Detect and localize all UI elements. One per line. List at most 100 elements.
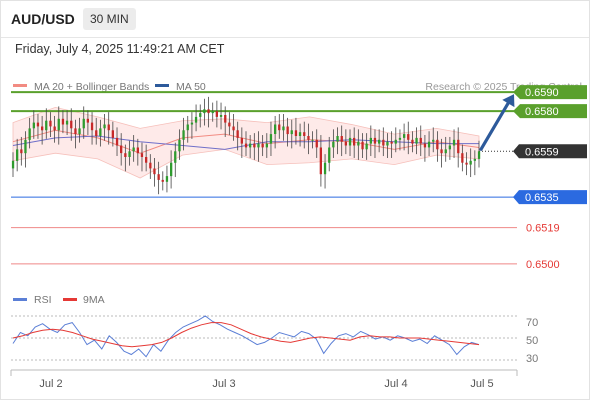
candle-body — [398, 137, 402, 140]
time-axis: Jul 2 Jul 3 Jul 4 Jul 5 — [10, 369, 518, 390]
rsi-line — [12, 315, 480, 358]
candle-body — [107, 124, 110, 131]
candle-body — [457, 139, 460, 154]
candle-body — [82, 118, 85, 129]
time-tick-label: Jul 2 — [39, 378, 62, 390]
candle-body — [49, 120, 52, 127]
candle-body — [165, 176, 169, 182]
candle-body — [157, 174, 160, 180]
candle-body — [444, 149, 447, 154]
time-tick-label: Jul 5 — [470, 378, 493, 390]
price-tag: 0.6590 — [513, 85, 587, 100]
candle-body — [86, 118, 89, 123]
candle-body — [294, 130, 298, 136]
price-tag-label: 0.6580 — [525, 106, 559, 118]
candle-body — [103, 124, 106, 129]
candle-body — [41, 126, 44, 131]
candle-body — [382, 139, 385, 146]
price-chart[interactable]: MA 20 + Bollinger Bands MA 50 Research ©… — [1, 37, 589, 401]
candle-body — [265, 143, 268, 148]
candle-body — [465, 162, 468, 165]
candle-body — [45, 120, 48, 131]
candle-body — [153, 168, 156, 175]
projection-arrow-line — [479, 98, 512, 151]
price-tag-label: 0.6500 — [526, 259, 560, 271]
symbol-label[interactable]: AUD/USD — [11, 11, 75, 27]
price-tag: 0.6580 — [513, 104, 587, 119]
candle-body — [261, 143, 264, 148]
candle-body — [278, 124, 281, 131]
candle-body — [403, 134, 406, 138]
candle-body — [473, 158, 476, 161]
candle-body — [70, 120, 73, 129]
candle-body — [269, 134, 273, 144]
candle-body — [61, 118, 65, 125]
candle-body — [357, 141, 360, 146]
candle-body — [415, 137, 418, 144]
candle-body — [448, 145, 451, 150]
candle-body — [253, 143, 256, 148]
candle-body — [115, 137, 119, 146]
candle-body — [128, 151, 131, 157]
candle-body — [211, 111, 214, 114]
rsi-legend: RSI 9MA — [13, 294, 105, 306]
rsi-tick-label: 70 — [526, 317, 538, 329]
candle-body — [361, 141, 364, 150]
candle-body — [423, 143, 427, 148]
candle-body — [440, 149, 443, 154]
candle-body — [286, 126, 289, 135]
rsi-tick-label: 30 — [526, 353, 538, 365]
candle-body — [244, 143, 248, 148]
price-tag-box — [513, 190, 587, 205]
candle-body — [182, 130, 185, 140]
candle-body — [390, 141, 393, 144]
candle-body — [311, 139, 314, 141]
candle-body — [161, 179, 164, 182]
rsi-legend-label: RSI — [34, 294, 52, 306]
candle-body — [344, 141, 347, 146]
candle-body — [74, 128, 77, 135]
projection-arrow-head — [502, 94, 515, 108]
candle-body — [24, 139, 27, 154]
candle-body — [140, 153, 144, 157]
candle-body — [228, 122, 231, 127]
candle-body — [274, 124, 277, 134]
candle-body — [353, 137, 356, 146]
candle-body — [323, 162, 327, 175]
candle-body — [57, 118, 60, 131]
candle-body — [207, 109, 210, 114]
candle-body — [319, 147, 322, 175]
candle-body — [16, 149, 19, 161]
interval-selector[interactable]: 30 MIN — [83, 8, 136, 30]
candle-body — [249, 143, 252, 148]
candle-body — [132, 147, 135, 152]
candle-body — [427, 141, 431, 148]
candle-body — [124, 153, 127, 157]
candle-body — [432, 139, 435, 142]
candle-body — [386, 141, 389, 146]
candle-body — [95, 130, 98, 136]
price-levels — [11, 91, 517, 265]
price-tag-label: 0.6559 — [525, 146, 559, 158]
candle-body — [469, 160, 472, 165]
candle-body — [219, 115, 223, 117]
price-tag: 0.6559 — [513, 144, 587, 159]
candle-body — [332, 141, 335, 148]
candle-body — [282, 126, 285, 131]
time-tick-label: Jul 4 — [384, 378, 407, 390]
candle-body — [65, 120, 69, 125]
price-tag-label: 0.6590 — [525, 87, 559, 99]
candle-body — [215, 111, 218, 117]
candle-body — [303, 132, 306, 136]
candle-body — [53, 126, 56, 131]
timestamp: Friday, July 4, 2025 11:49:21 AM CET — [15, 42, 225, 56]
candle-body — [340, 136, 343, 142]
candle-body — [145, 157, 148, 163]
candle-body — [190, 122, 194, 125]
price-legend: MA 20 + Bollinger Bands MA 50 Research ©… — [13, 81, 582, 93]
candle-body — [199, 113, 202, 117]
candle-body — [407, 134, 410, 140]
candle-body — [315, 139, 318, 148]
price-tag-label: 0.6535 — [525, 192, 559, 204]
